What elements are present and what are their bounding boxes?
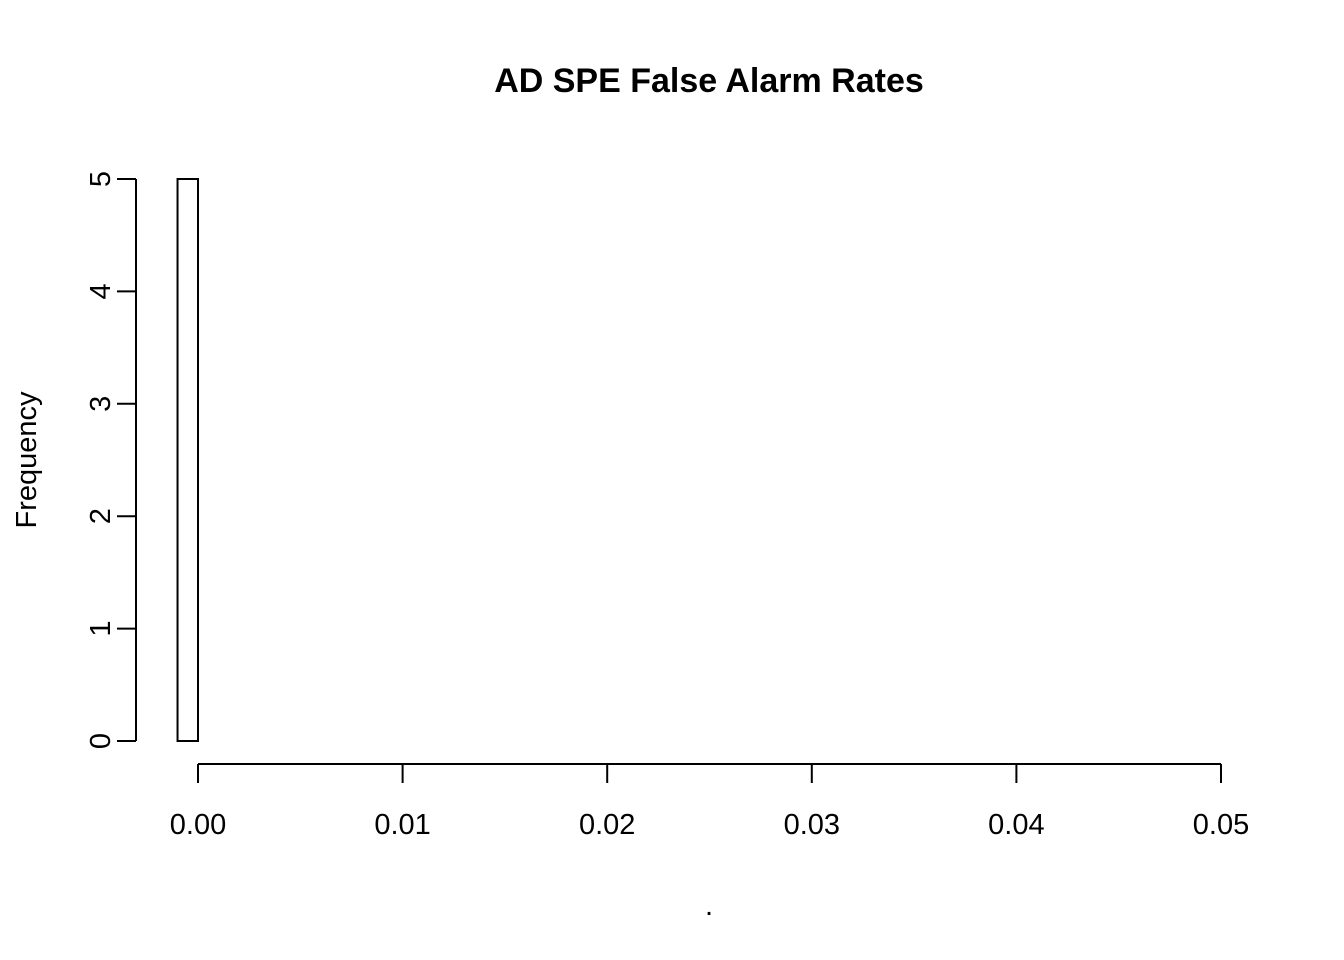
- y-tick-label-1: 1: [85, 621, 117, 637]
- y-tick-label-5: 5: [85, 171, 117, 187]
- y-tick-label-2: 2: [85, 508, 117, 524]
- x-tick-label-2: 0.02: [579, 809, 635, 841]
- x-axis: 0.00 0.01 0.02 0.03 0.04 0.05: [170, 763, 1249, 841]
- y-tick-label-4: 4: [85, 283, 117, 299]
- y-tick-label-3: 3: [85, 396, 117, 412]
- y-axis-label: Frequency: [11, 391, 43, 529]
- bars-group: [176, 178, 199, 742]
- x-tick-label-4: 0.04: [988, 809, 1044, 841]
- y-tick-label-0: 0: [85, 733, 117, 749]
- x-tick-label-3: 0.03: [784, 809, 840, 841]
- x-tick-label-5: 0.05: [1193, 809, 1249, 841]
- y-axis: 0 1 2 3 4 5: [85, 171, 137, 749]
- histogram-bar-0: [176, 178, 199, 742]
- x-tick-label-1: 0.01: [374, 809, 430, 841]
- x-axis-label: .: [705, 890, 713, 922]
- x-tick-label-0: 0.00: [170, 809, 226, 841]
- chart-title: AD SPE False Alarm Rates: [494, 62, 924, 100]
